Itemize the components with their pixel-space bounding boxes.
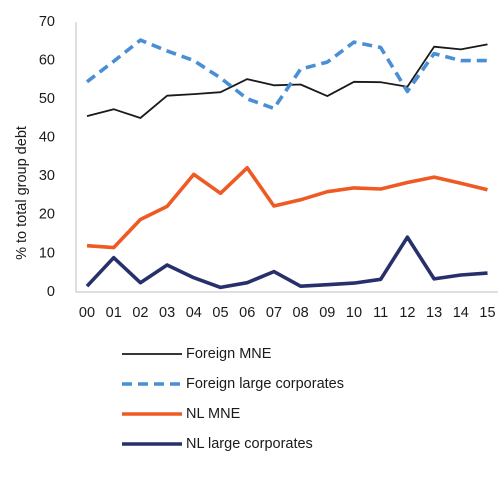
x-tick-label: 03 [159,305,175,321]
x-tick-label: 07 [266,305,282,321]
x-tick-label: 08 [293,305,309,321]
y-tick-label: 50 [39,91,55,107]
x-tick-label: 02 [132,305,148,321]
x-tick-label: 05 [212,305,228,321]
legend-item: NL MNE [122,406,241,422]
x-tick-label: 14 [453,305,469,321]
y-tick-label: 0 [47,284,55,300]
legend-label: NL MNE [186,406,241,422]
x-tick-label: 01 [106,305,122,321]
x-tick-label: 04 [186,305,202,321]
legend-item: NL large corporates [122,436,313,452]
x-tick-label: 09 [319,305,335,321]
x-tick-label: 06 [239,305,255,321]
y-tick-label: 70 [39,14,55,30]
series-line-3 [86,166,488,250]
y-tick-label: 30 [39,168,55,184]
series-line-1 [86,43,488,119]
y-tick-label: 20 [39,207,55,223]
y-tick-label: 10 [39,245,55,261]
series-line-2 [85,38,488,111]
axes-layer: 0 10 20 30 40 50 60 70 00 01 02 03 04 05 06 07 08 09 10 11 1… [39,14,498,321]
legend-label: Foreign large corporates [186,376,344,392]
x-tick-label: 00 [79,305,95,321]
x-tick-label: 11 [373,305,388,321]
x-tick-label: 10 [346,305,362,321]
legend-label: Foreign MNE [186,346,272,362]
x-tick-label: 12 [399,305,415,321]
x-tick-label: 13 [426,305,442,321]
y-tick-label: 60 [39,52,55,68]
series-layer [85,38,488,290]
legend-item: Foreign large corporates [122,376,344,392]
x-tick-label: 15 [479,305,495,321]
legend-item: Foreign MNE [122,346,272,362]
y-axis-title: % to total group debt [14,126,30,260]
legend-label: NL large corporates [186,436,313,452]
legend: Foreign MNE Foreign large corporates NL MN… [122,346,344,452]
series-line-4 [85,235,488,290]
y-tick-label: 40 [39,130,55,146]
